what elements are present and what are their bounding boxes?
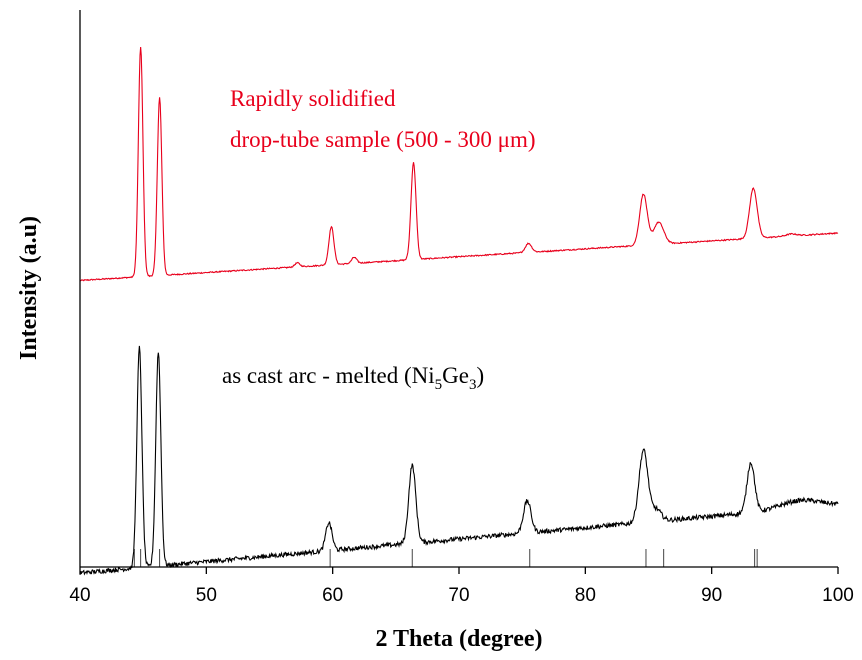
annotation-as-cast: as cast arc - melted (Ni5Ge3): [222, 363, 484, 393]
annotation-subscript-5: 5: [435, 377, 443, 393]
x-tick-label: 40: [69, 585, 90, 606]
annotation-drop-tube-sample: drop-tube sample (500 - 300 μm): [230, 127, 536, 152]
x-tick-label: 100: [822, 585, 854, 606]
series-as-cast-line: [79, 345, 839, 576]
x-axis-ticks: 40 50 60 70 80 90 100: [69, 567, 854, 606]
reference-peak-markers: [133, 549, 758, 567]
x-tick-label: 50: [196, 585, 217, 606]
annotation-as-cast-ge: Ge: [442, 363, 469, 388]
x-tick-label: 80: [575, 585, 596, 606]
x-axis-title: 2 Theta (degree): [375, 626, 542, 652]
x-tick-label: 90: [701, 585, 722, 606]
annotation-as-cast-prefix: as cast arc - melted (Ni: [222, 363, 435, 388]
y-axis-title: Intensity (a.u): [16, 216, 42, 360]
series-rapidly-solidified-line: [79, 47, 839, 282]
x-tick-label: 60: [322, 585, 343, 606]
annotation-rapidly-solidified: Rapidly solidified: [230, 86, 396, 111]
annotation-as-cast-suffix: ): [476, 363, 484, 388]
annotation-subscript-3: 3: [469, 377, 477, 393]
x-tick-label: 70: [448, 585, 469, 606]
